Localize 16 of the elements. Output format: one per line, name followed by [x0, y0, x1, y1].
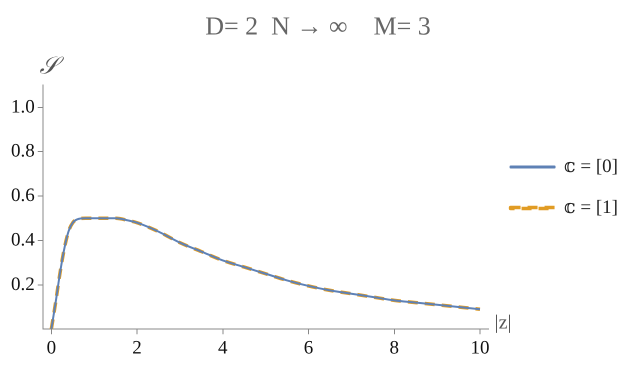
- legend-label: 𝕔 = [1]: [564, 196, 618, 218]
- y-tick-label: 1.0: [11, 96, 35, 118]
- y-tick-label: 0.4: [11, 229, 36, 250]
- x-tick-label: 10: [470, 338, 490, 359]
- y-axis-title: 𝒮: [39, 54, 64, 80]
- legend-label: 𝕔 = [0]: [564, 156, 618, 177]
- y-tick-label: 0.2: [11, 274, 35, 295]
- x-tick-label: 6: [304, 338, 314, 359]
- y-tick-label: 0.6: [11, 185, 35, 206]
- y-tick-label: 0.8: [11, 140, 35, 162]
- x-tick-label: 0: [46, 338, 56, 359]
- x-tick-label: 2: [132, 338, 142, 359]
- chart-title: D= 2 N → ∞ M= 3: [205, 11, 431, 40]
- x-tick-label: 4: [218, 338, 228, 359]
- x-axis-title: |z|: [494, 311, 512, 334]
- x-tick-label: 8: [390, 338, 400, 359]
